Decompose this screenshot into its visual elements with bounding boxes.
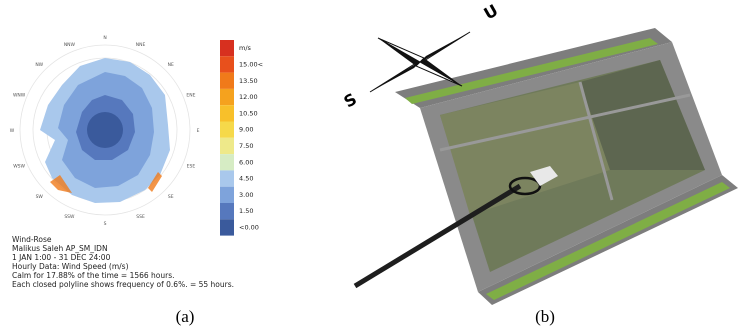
compass-label: NNE xyxy=(136,42,146,48)
legend-label: m/s xyxy=(239,44,252,52)
legend-swatch xyxy=(220,122,234,138)
caption-line: 1 JAN 1:00 - 31 DEC 24:00 xyxy=(12,253,111,262)
compass-label: ENE xyxy=(186,92,195,98)
legend-swatch xyxy=(220,170,234,186)
compass-label: WNW xyxy=(13,92,26,98)
legend-label: 13.50 xyxy=(239,77,258,85)
airport-render xyxy=(355,28,738,305)
caption-line: Malikus Saleh AP_SM_IDN xyxy=(12,244,108,253)
legend-label: 10.50 xyxy=(239,109,258,117)
legend-swatch xyxy=(220,203,234,219)
compass-label: W xyxy=(10,128,15,134)
legend-label: 15.00< xyxy=(239,60,263,68)
compass-label: SSE xyxy=(136,214,145,220)
compass-label: NE xyxy=(168,62,174,68)
compass-label: S xyxy=(104,221,107,227)
legend-label: 9.00 xyxy=(239,126,253,134)
compass-label: N xyxy=(103,35,106,41)
caption-line: Each closed polyline shows frequency of … xyxy=(12,280,234,289)
figure: N NNE NE ENE E ESE SE SSE S SSW SW WSW W WNW NW NNW m/s… xyxy=(0,0,751,329)
compass-north: U xyxy=(481,1,502,24)
compass-star xyxy=(370,32,470,92)
legend-swatch xyxy=(220,154,234,170)
legend-swatch xyxy=(220,187,234,203)
compass-label: E xyxy=(197,128,200,134)
compass-label: SSW xyxy=(64,214,75,220)
legend-label: 12.00 xyxy=(239,93,258,101)
legend-label: 3.00 xyxy=(239,191,253,199)
legend-label: 7.50 xyxy=(239,142,253,150)
panel-label: (a) xyxy=(176,307,195,326)
compass-south: S xyxy=(341,89,360,111)
compass-label: NNW xyxy=(64,42,76,48)
legend-label: 6.00 xyxy=(239,158,253,166)
legend-label: <0.00 xyxy=(239,223,259,231)
panel-label: (b) xyxy=(535,307,555,326)
legend-swatch xyxy=(220,56,234,72)
legend-label: 1.50 xyxy=(239,207,253,215)
legend-swatch xyxy=(220,89,234,105)
compass-label: NW xyxy=(35,62,43,68)
wind-rose xyxy=(20,45,190,215)
compass-label: SW xyxy=(36,194,44,200)
legend-swatch xyxy=(220,73,234,89)
legend-swatch xyxy=(220,138,234,154)
compass-label: WSW xyxy=(13,164,25,170)
legend-label: 4.50 xyxy=(239,175,253,183)
caption-line: Wind-Rose xyxy=(12,235,52,244)
legend-swatch xyxy=(220,40,234,56)
compass-label: ESE xyxy=(187,164,196,170)
compass-label: SE xyxy=(168,194,174,200)
legend-swatch xyxy=(220,219,234,235)
caption-line: Calm for 17.88% of the time = 1566 hours… xyxy=(12,271,175,280)
caption-line: Hourly Data: Wind Speed (m/s) xyxy=(12,262,129,271)
legend-swatch xyxy=(220,105,234,121)
